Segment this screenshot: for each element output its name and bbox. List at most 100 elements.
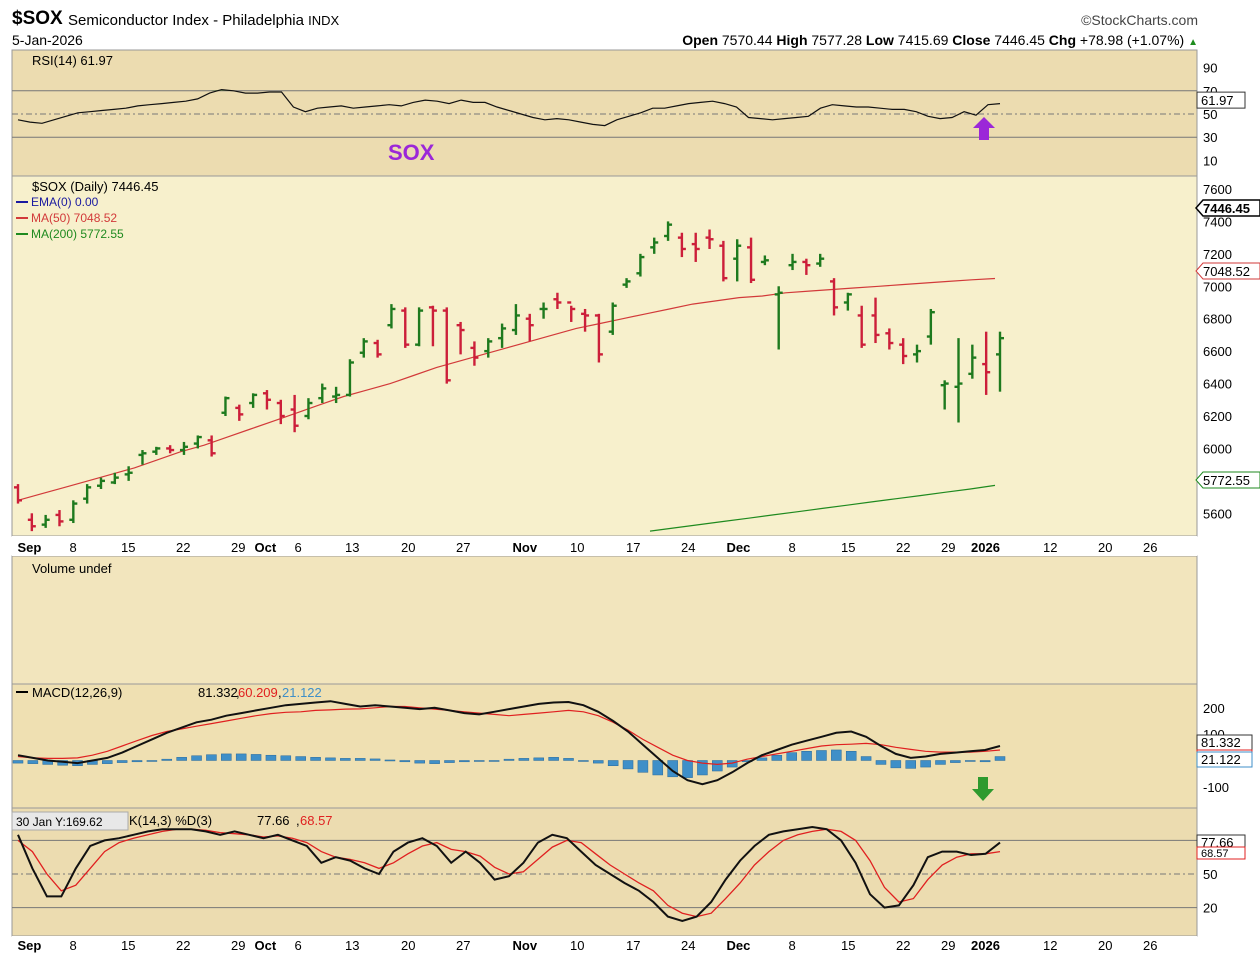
- macd-histogram-bar: [325, 757, 336, 761]
- stoch-tick-label: 20: [1203, 901, 1217, 916]
- x-axis-label: 10: [570, 540, 584, 555]
- ohlc-bar: [359, 338, 368, 358]
- macd-histogram-bar: [652, 760, 664, 776]
- ohlc-bar: [885, 328, 894, 350]
- rsi-line: [17, 88, 1001, 127]
- purple-up-arrow-icon: [973, 117, 995, 140]
- x-axis-bottom-label: Dec: [727, 938, 751, 953]
- macd-histogram-bar: [578, 760, 589, 762]
- macd-histogram-bar: [890, 760, 902, 769]
- x-axis-band: [12, 536, 1197, 556]
- close-value: 7446.45: [994, 32, 1045, 48]
- macd-histogram-bar: [429, 760, 440, 764]
- macd-histogram-bar: [221, 753, 232, 761]
- stoch-legend-sep: ,: [296, 813, 300, 828]
- ohlc-bar: [608, 302, 617, 335]
- x-axis-label: 22: [176, 540, 190, 555]
- macd-histogram-bar: [875, 760, 887, 765]
- x-axis-band-bottom: [12, 936, 1197, 954]
- ohlc-bar: [456, 321, 465, 355]
- x-axis-bottom-label: 29: [941, 938, 955, 953]
- x-axis-label: 29: [941, 540, 955, 555]
- x-axis-bottom-label: 2026: [971, 938, 1000, 953]
- ohlc-bar: [415, 307, 424, 347]
- ohlc-bar: [235, 404, 244, 421]
- stoch-k-last-value: 77.66: [1201, 835, 1234, 850]
- ohlc-bar: [401, 307, 410, 348]
- price-tick-label: 5600: [1203, 506, 1232, 521]
- ma50-legend: MA(50) 7048.52: [31, 211, 117, 225]
- price-tick-label: 6800: [1203, 312, 1232, 327]
- macd-tick-label: -100: [1203, 780, 1229, 795]
- macd-histogram-bar: [250, 754, 262, 761]
- macd-histogram-bar: [473, 760, 485, 762]
- macd-histogram-bar: [771, 754, 783, 761]
- macd-histogram-bar: [801, 751, 812, 761]
- x-axis-bottom-label: 20: [401, 938, 415, 953]
- open-value: 7570.44: [721, 32, 773, 48]
- x-axis-bottom-label: 12: [1043, 938, 1057, 953]
- macd-histogram-bar: [548, 757, 559, 761]
- ohlc-bar: [733, 239, 742, 282]
- price-tick-label: 7600: [1203, 182, 1232, 197]
- ohlc-bar: [954, 338, 963, 423]
- ohlc-bar: [511, 304, 520, 335]
- ohlc-bar: [747, 237, 756, 284]
- ohlc-bar: [96, 477, 105, 489]
- macd-histogram-bar: [12, 760, 24, 764]
- ohlc-bar: [691, 232, 700, 262]
- macd-histogram-bar: [206, 754, 217, 761]
- ma200-legend: MA(200) 5772.55: [31, 227, 124, 241]
- chg-value: +78.98 (+1.07%): [1079, 32, 1185, 48]
- ohlc-bar: [553, 292, 562, 309]
- ohlc-bar: [138, 450, 147, 465]
- ohlc-bar: [705, 229, 714, 249]
- macd-histogram-bar: [265, 754, 277, 761]
- macd-histogram-bar: [950, 760, 961, 763]
- macd-histogram-bar: [593, 760, 604, 764]
- ohlc-bar: [498, 323, 507, 348]
- ohlc-bar: [304, 398, 313, 420]
- ohlc-bar: [843, 292, 852, 311]
- x-axis-label: 29: [231, 540, 245, 555]
- ohlc-bar: [968, 344, 977, 379]
- macd-histogram-bar: [131, 760, 143, 763]
- sox-annotation: SOX: [388, 140, 435, 165]
- ohlc-bar: [152, 446, 161, 455]
- macd-line: [17, 700, 1001, 786]
- macd-last-value: 81.332: [1201, 735, 1241, 750]
- x-axis-label: 20: [1098, 540, 1112, 555]
- ohlc-bar: [69, 500, 78, 524]
- last-price-value: 7446.45: [1203, 201, 1250, 216]
- macd-histogram-bar: [905, 760, 916, 769]
- exchange-code: INDX: [308, 13, 340, 28]
- ohlc-bar: [567, 301, 576, 322]
- ohlc-bar: [857, 305, 866, 348]
- macd-histogram-bar: [116, 760, 128, 763]
- rsi-tick-label: 50: [1203, 107, 1217, 122]
- ohlc-bar: [871, 297, 880, 344]
- ohlc-bar: [249, 393, 258, 408]
- price-tick-label: 7400: [1203, 214, 1232, 229]
- macd-histogram-bar: [459, 760, 470, 763]
- ohlc-bar: [899, 338, 908, 365]
- price-tick-label: 7200: [1203, 247, 1232, 262]
- x-axis-bottom-label: Sep: [18, 938, 42, 953]
- ohlc-bar: [760, 255, 769, 266]
- macd-histogram-bar: [935, 760, 946, 765]
- ohlc-bar: [442, 307, 451, 384]
- x-axis-bottom-label: 15: [841, 938, 855, 953]
- macd-histogram-bar: [533, 757, 545, 761]
- x-axis-bottom-label: 8: [789, 938, 796, 953]
- x-axis-bottom-label: 22: [896, 938, 910, 953]
- x-axis-label: 20: [401, 540, 415, 555]
- ma200-line: [649, 484, 996, 532]
- x-axis-label: 27: [456, 540, 470, 555]
- stockcharts-logo[interactable]: ©StockCharts.com: [1081, 12, 1198, 28]
- macd-legend-sep2: ,: [278, 685, 282, 700]
- x-axis-label: 26: [1143, 540, 1157, 555]
- x-axis-label: 8: [70, 540, 77, 555]
- ma50-line: [17, 277, 996, 501]
- ohlc-bar: [290, 394, 299, 433]
